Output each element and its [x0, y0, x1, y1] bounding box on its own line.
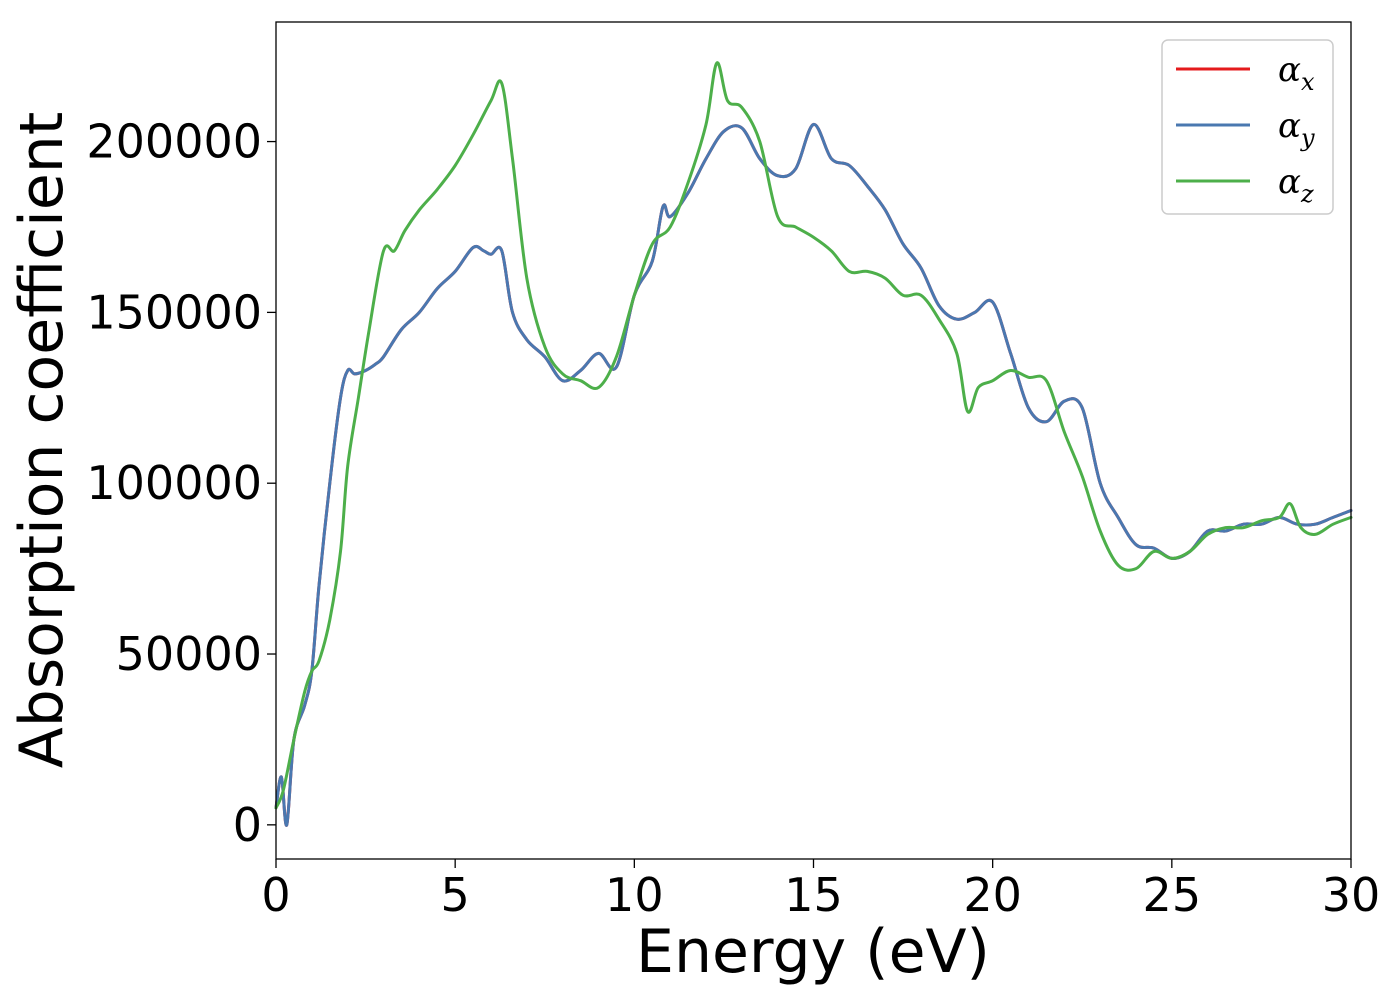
series-line-alpha-y — [274, 123, 1353, 827]
y-tick-label: 0 — [233, 798, 262, 852]
legend-subscript: z — [1300, 180, 1314, 208]
x-tick-label: 25 — [1143, 868, 1202, 922]
y-tick-label: 50000 — [116, 627, 262, 681]
x-tick-label: 0 — [261, 868, 290, 922]
legend-label-alpha-y: αy — [1278, 106, 1315, 152]
legend-symbol: α — [1278, 50, 1301, 90]
y-tick-label: 200000 — [86, 115, 262, 169]
y-axis-ticks: 0 50000 100000 150000 200000 — [86, 115, 276, 852]
legend-symbol: α — [1278, 106, 1301, 146]
legend-subscript: y — [1300, 124, 1315, 152]
legend-label-alpha-z: αz — [1278, 162, 1314, 208]
x-tick-label: 5 — [441, 868, 470, 922]
series-line-alpha-z — [274, 61, 1353, 810]
x-tick-label: 10 — [605, 868, 664, 922]
y-axis-label: Absorption coefficient — [7, 112, 77, 769]
series-layer — [274, 61, 1353, 827]
y-tick-label: 150000 — [86, 285, 262, 339]
legend-subscript: x — [1301, 68, 1315, 96]
x-axis-ticks: 0 5 10 15 20 25 30 — [261, 859, 1380, 922]
legend-symbol: α — [1278, 162, 1301, 202]
legend-box — [1161, 39, 1334, 215]
y-tick-label: 100000 — [86, 456, 262, 510]
x-tick-label: 30 — [1322, 868, 1381, 922]
x-tick-label: 15 — [784, 868, 843, 922]
legend-label-alpha-x: αx — [1278, 50, 1315, 96]
x-axis-label: Energy (eV) — [636, 917, 990, 987]
x-tick-label: 20 — [963, 868, 1022, 922]
